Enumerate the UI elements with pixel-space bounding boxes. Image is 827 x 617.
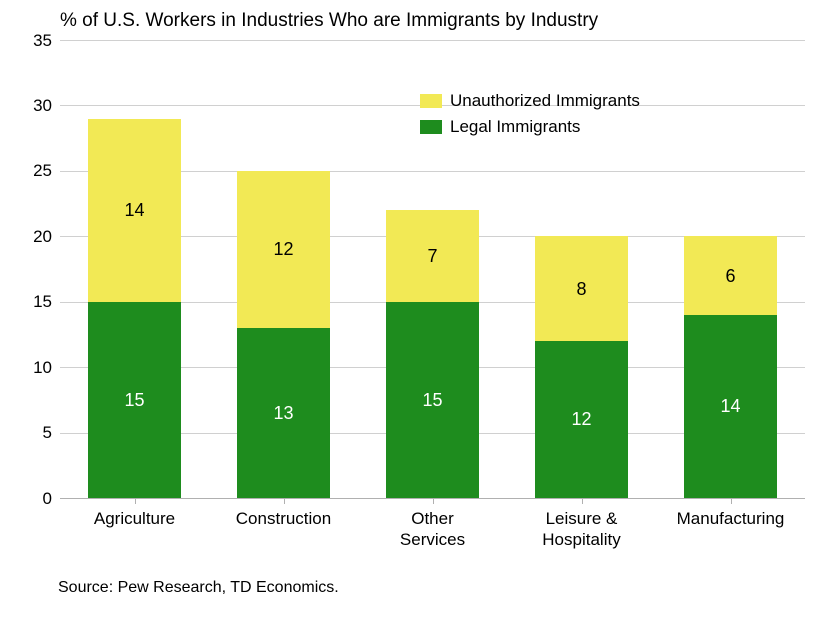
x-tick xyxy=(433,498,434,504)
source-text: Source: Pew Research, TD Economics. xyxy=(58,579,339,597)
bar-value-label: 15 xyxy=(386,390,478,411)
bar-value-label: 12 xyxy=(535,409,627,430)
bar-value-label: 8 xyxy=(535,279,627,300)
x-tick xyxy=(582,498,583,504)
y-tick-label: 5 xyxy=(12,423,52,443)
y-tick-label: 0 xyxy=(12,489,52,509)
y-tick-label: 20 xyxy=(12,227,52,247)
bar-value-label: 7 xyxy=(386,246,478,267)
y-tick-label: 15 xyxy=(12,292,52,312)
bar-value-label: 14 xyxy=(684,396,776,417)
bar-value-label: 15 xyxy=(88,390,180,411)
x-tick-label: Leisure &Hospitality xyxy=(507,508,656,551)
chart-title: % of U.S. Workers in Industries Who are … xyxy=(60,10,598,32)
bar-value-label: 14 xyxy=(88,200,180,221)
legend: Unauthorized ImmigrantsLegal Immigrants xyxy=(420,88,640,140)
x-tick-label: Agriculture xyxy=(60,508,209,529)
legend-label: Unauthorized Immigrants xyxy=(450,88,640,114)
bar-value-label: 6 xyxy=(684,266,776,287)
y-tick-label: 10 xyxy=(12,358,52,378)
x-tick xyxy=(284,498,285,504)
x-tick-label: OtherServices xyxy=(358,508,507,551)
gridline xyxy=(60,40,805,41)
bar-value-label: 13 xyxy=(237,403,329,424)
y-tick-label: 25 xyxy=(12,161,52,181)
legend-item: Unauthorized Immigrants xyxy=(420,88,640,114)
y-tick-label: 30 xyxy=(12,96,52,116)
x-tick-label: Construction xyxy=(209,508,358,529)
x-tick xyxy=(731,498,732,504)
legend-swatch xyxy=(420,120,442,134)
y-tick-label: 35 xyxy=(12,31,52,51)
x-tick xyxy=(135,498,136,504)
legend-label: Legal Immigrants xyxy=(450,114,580,140)
legend-item: Legal Immigrants xyxy=(420,114,640,140)
bar-value-label: 12 xyxy=(237,239,329,260)
x-tick-label: Manufacturing xyxy=(656,508,805,529)
chart-container: % of U.S. Workers in Industries Who are … xyxy=(0,0,827,617)
legend-swatch xyxy=(420,94,442,108)
